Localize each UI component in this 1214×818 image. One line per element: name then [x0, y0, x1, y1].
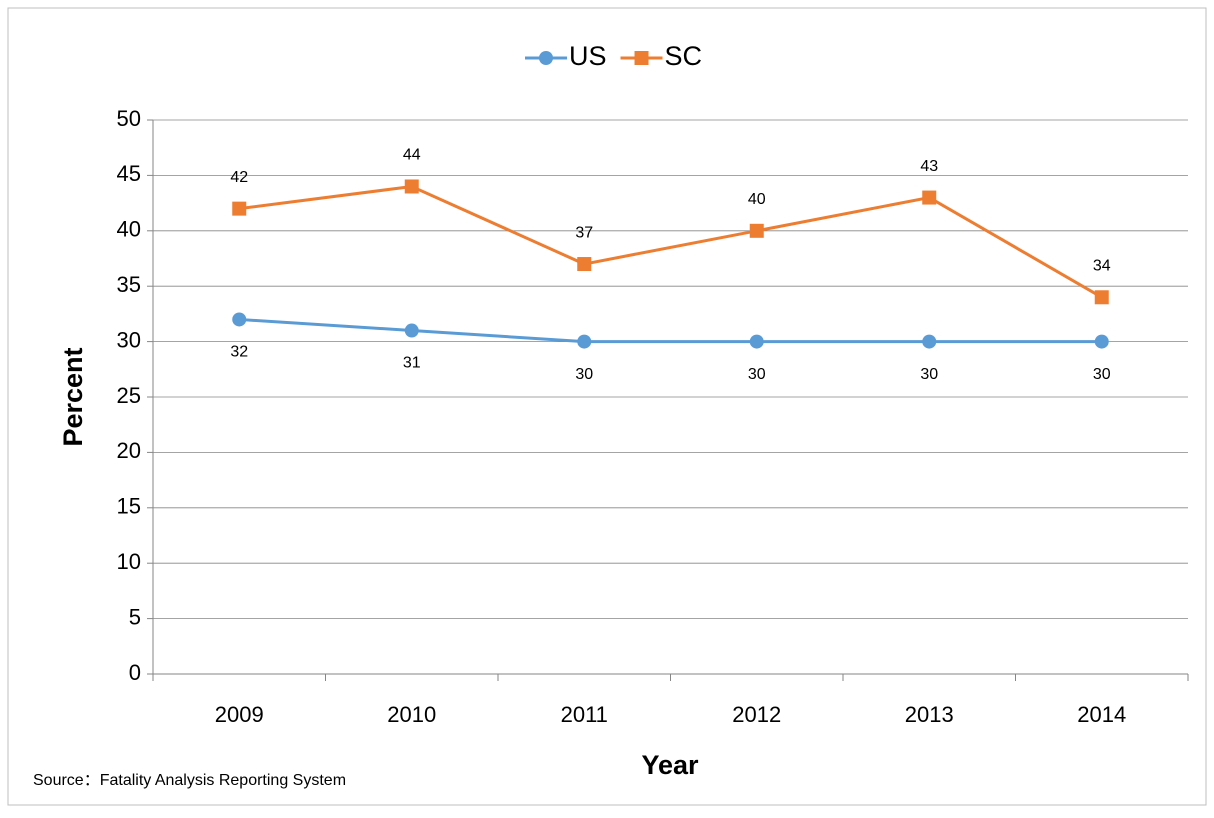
data-point — [404, 323, 419, 338]
legend-label: US — [569, 41, 607, 71]
data-label: 44 — [403, 147, 421, 164]
x-tick-label: 2010 — [387, 702, 436, 727]
x-axis-label: Year — [641, 750, 699, 780]
data-label: 30 — [1093, 366, 1111, 383]
data-point — [749, 223, 764, 238]
y-tick-label: 40 — [117, 217, 141, 242]
x-tick-label: 2013 — [905, 702, 954, 727]
y-tick-label: 10 — [117, 549, 141, 574]
y-tick-label: 15 — [117, 494, 141, 519]
data-point — [577, 257, 592, 272]
source-note: Source：Fatality Analysis Reporting Syste… — [33, 772, 346, 789]
legend-marker — [634, 51, 649, 65]
data-point — [1094, 290, 1109, 305]
y-tick-label: 0 — [129, 660, 141, 685]
data-point — [577, 334, 592, 349]
data-label: 30 — [575, 366, 593, 383]
data-point — [922, 190, 937, 205]
y-tick-label: 20 — [117, 438, 141, 463]
data-label: 32 — [230, 344, 248, 361]
legend-label: SC — [665, 41, 703, 71]
data-label: 30 — [748, 366, 766, 383]
data-point — [749, 334, 764, 349]
y-tick-label: 50 — [117, 106, 141, 131]
y-tick-label: 25 — [117, 383, 141, 408]
y-tick-label: 30 — [117, 327, 141, 352]
data-label: 30 — [920, 366, 938, 383]
series-line — [239, 317, 1102, 344]
y-axis-label: Percent — [58, 347, 88, 446]
data-point — [232, 312, 247, 327]
data-label: 37 — [575, 224, 593, 241]
x-tick-label: 2014 — [1077, 702, 1126, 727]
data-label: 31 — [403, 355, 421, 372]
chart-frame — [7, 7, 1207, 806]
data-point — [232, 201, 247, 216]
x-tick-label: 2012 — [732, 702, 781, 727]
data-label: 42 — [230, 169, 248, 186]
data-label: 34 — [1093, 257, 1111, 274]
data-point — [1094, 334, 1109, 349]
data-point — [922, 334, 937, 349]
data-label: 43 — [920, 158, 938, 175]
legend-marker — [539, 51, 553, 65]
x-tick-label: 2011 — [561, 702, 608, 727]
x-tick-label: 2009 — [215, 702, 264, 727]
data-label: 40 — [748, 191, 766, 208]
series-line — [239, 184, 1103, 299]
y-tick-label: 5 — [129, 604, 141, 629]
y-tick-label: 35 — [117, 272, 141, 297]
y-tick-label: 45 — [117, 161, 141, 186]
data-point — [404, 179, 419, 194]
